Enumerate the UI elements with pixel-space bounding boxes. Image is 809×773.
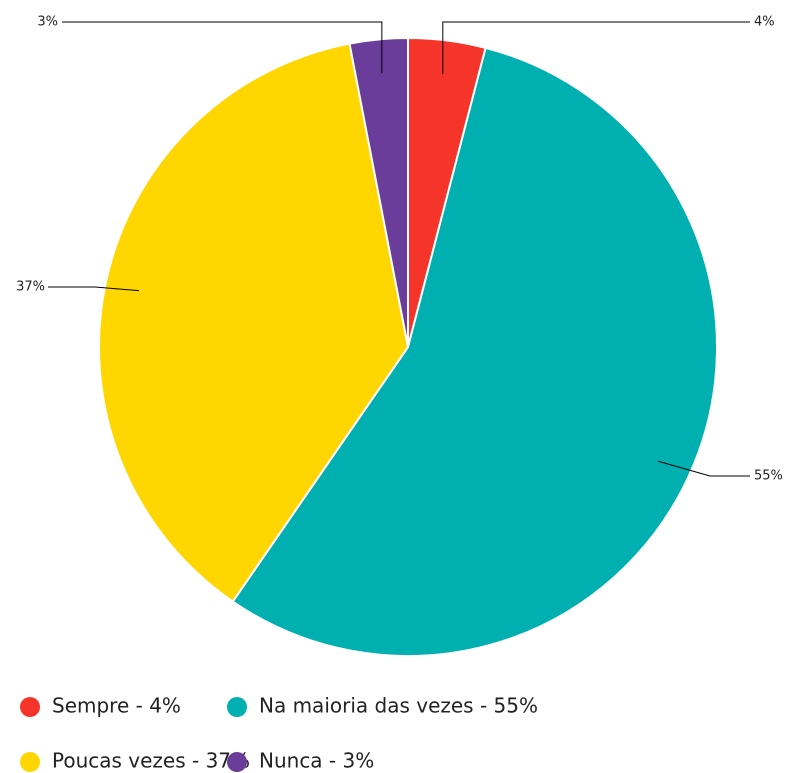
slice-label: 3% (37, 15, 58, 30)
slice-label: 37% (16, 280, 45, 295)
legend-label: Sempre - 4% (52, 694, 181, 718)
leader-line (658, 460, 750, 477)
legend-label: Poucas vezes - 37% (52, 749, 250, 773)
legend-swatch (20, 697, 40, 717)
legend-swatch (227, 697, 247, 717)
pie-slice (231, 46, 718, 657)
legend-label: Nunca - 3% (259, 749, 374, 773)
legend-swatch (20, 752, 40, 772)
leader-line (48, 286, 139, 292)
leader-line (442, 21, 750, 75)
legend-swatch (227, 752, 247, 772)
pie-slice (98, 42, 410, 603)
legend-label: Na maioria das vezes - 55% (259, 694, 538, 718)
slice-label: 55% (754, 469, 783, 484)
pie-slice (348, 36, 409, 348)
slice-label: 4% (754, 15, 775, 30)
leader-line (62, 21, 383, 74)
